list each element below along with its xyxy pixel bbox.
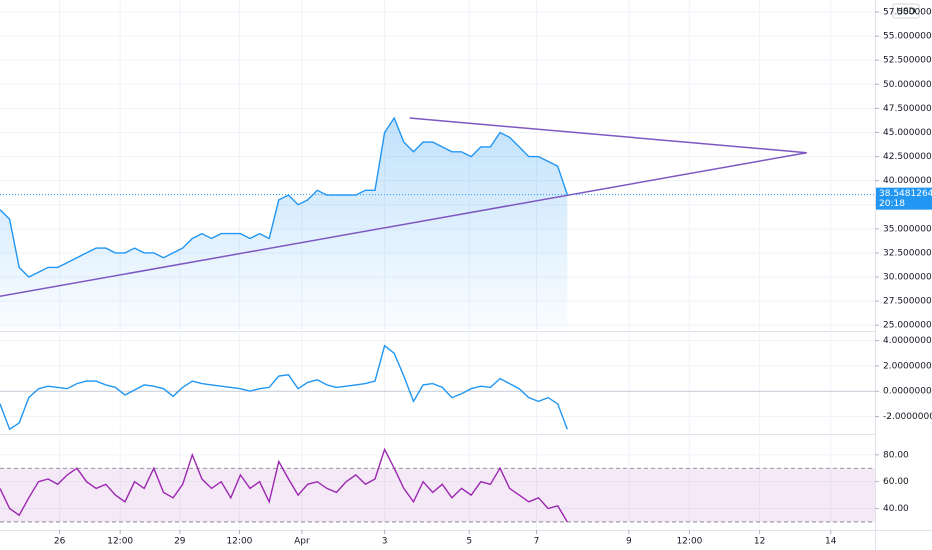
- y-tick-label: 4.00000000: [883, 336, 932, 346]
- x-tick-label: 29: [174, 537, 186, 547]
- y-tick-label: 42.50000000: [883, 152, 932, 162]
- price-area: [0, 118, 568, 330]
- price-line: [0, 116, 568, 278]
- currency-badge[interactable]: [892, 3, 920, 19]
- x-tick-label: 12:00: [676, 537, 702, 547]
- x-tick-label: 12:00: [226, 537, 252, 547]
- x-tick-label: 7: [534, 537, 540, 547]
- y-tick-label: 50.00000000: [883, 80, 932, 90]
- x-tick-label: 5: [466, 537, 472, 547]
- y-tick-label: 47.50000000: [883, 104, 932, 114]
- indicator-line: [0, 447, 568, 523]
- y-tick-label: 60.00: [883, 477, 909, 487]
- y-tick-label: 32.50000000: [883, 248, 932, 258]
- y-tick-label: 52.50000000: [883, 56, 932, 66]
- last-price-box: [876, 187, 932, 210]
- x-tick-label: 12:00: [107, 537, 133, 547]
- y-tick-label: 45.00000000: [883, 128, 932, 138]
- indicator-line: [0, 344, 568, 431]
- y-tick-label: 55.00000000: [883, 32, 932, 42]
- x-tick-label: 12: [754, 537, 765, 547]
- y-tick-label: 35.00000000: [883, 224, 932, 234]
- y-tick-label: 25.00000000: [883, 321, 932, 331]
- y-tick-label: 40.00000000: [883, 176, 932, 186]
- x-tick-label: 26: [54, 537, 66, 547]
- y-tick-label: 40.00: [883, 504, 909, 514]
- x-tick-label: Apr: [294, 537, 310, 547]
- y-tick-label: 57.50000000: [883, 8, 932, 18]
- x-tick-label: 14: [825, 537, 837, 547]
- trend-line: [0, 151, 807, 298]
- x-tick-label: 3: [382, 537, 388, 547]
- last-price: 38.54812641: [879, 189, 932, 199]
- trend-line: [409, 117, 807, 154]
- y-tick-label: 2.00000000: [883, 361, 932, 371]
- rsi-band: [0, 468, 875, 522]
- y-tick-label: 0.00000000: [883, 387, 932, 397]
- x-tick-label: 9: [626, 537, 632, 547]
- countdown: 20:18: [879, 199, 905, 209]
- currency[interactable]: USD: [896, 7, 915, 17]
- y-tick-label: 27.50000000: [883, 297, 932, 307]
- y-tick-label: 30.00000000: [883, 273, 932, 283]
- y-tick-label: -2.00000000: [883, 412, 932, 422]
- y-tick-label: 80.00: [883, 450, 909, 460]
